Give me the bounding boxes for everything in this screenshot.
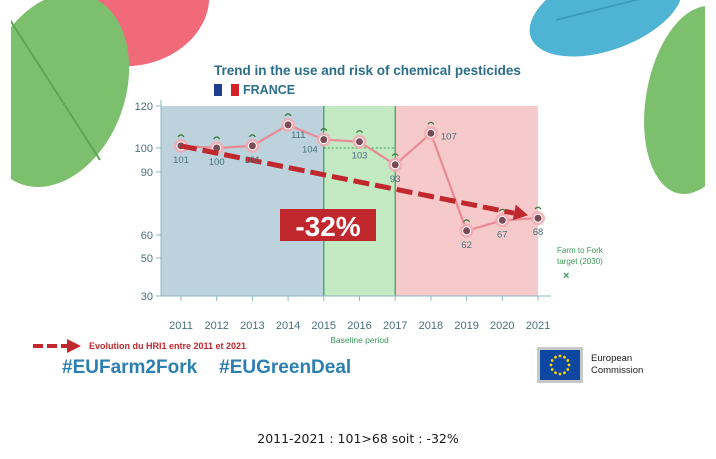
x-tick-label: 2015: [312, 320, 336, 332]
leaf-sprout-icon: [391, 153, 399, 157]
leaf-sprout-icon: [534, 206, 542, 210]
eu-flag-icon: [537, 347, 583, 383]
caption: 2011-2021 : 101>68 soit : -32%: [257, 431, 459, 446]
eu-star-icon: [549, 363, 553, 367]
leaf-sprout-icon: [177, 134, 185, 138]
data-point-marker: [390, 160, 400, 170]
trend-label-box: [280, 209, 376, 241]
legend-label: Evolution du HRI1 entre 2011 et 2021: [89, 341, 247, 351]
leaf-sprout-icon: [356, 130, 363, 134]
data-label: 103: [352, 151, 368, 162]
chart-axes: 30 50 60 90 100 120 2011 2012 2013 2014 2015 2016 20…: [135, 100, 551, 332]
legend: Evolution du HRI1 entre 2011 et 2021: [31, 339, 246, 353]
period-band: [161, 106, 324, 296]
eu-star-icon: [558, 354, 562, 358]
target-label-line2: target (2030): [557, 257, 603, 266]
chart-title: Trend in the use and risk of chemical pe…: [214, 63, 521, 78]
ec-name: European Commission: [591, 353, 643, 377]
y-tick-label: 100: [135, 143, 153, 155]
data-label: 111: [291, 130, 305, 141]
data-label: 100: [209, 157, 225, 168]
chart-labels: 101 100 101 111 104 103 93 107 62 67 68 Farm to For…: [173, 130, 604, 282]
data-label: 68: [533, 227, 544, 238]
leaf-decoration-top-left: [11, 0, 210, 187]
legend-arrow-icon: [33, 339, 81, 353]
eu-star-icon: [554, 371, 557, 375]
ec-name-line2: Commission: [591, 365, 644, 376]
leaf-sprout-icon: [427, 121, 435, 125]
data-label: 101: [173, 155, 189, 166]
data-label: 62: [461, 240, 472, 251]
y-tick-label: 30: [141, 291, 153, 303]
data-label: 107: [441, 131, 457, 142]
period-bands: Baseline period: [161, 106, 538, 345]
eu-star-icon: [563, 371, 566, 375]
eu-star-icon: [550, 359, 554, 362]
data-point-marker: [319, 135, 329, 145]
leaf-sprout-icon: [284, 113, 292, 117]
france-flag-icon: [214, 84, 239, 96]
eu-star-icon: [567, 363, 571, 367]
data-point-marker: [355, 137, 364, 147]
trend-label: -32%: [295, 211, 360, 242]
data-point-marker: [497, 215, 507, 225]
trend-arrow-shaft: [180, 143, 515, 216]
country-name: FRANCE: [243, 83, 296, 97]
x-tick-label: 2013: [240, 320, 264, 332]
x-tick-label: 2011: [169, 320, 193, 332]
trend-arrow: -32%: [180, 143, 528, 242]
data-point-marker: [247, 141, 257, 151]
x-tick-label: 2019: [454, 320, 478, 332]
data-label: 93: [390, 174, 401, 185]
data-label: 104: [302, 145, 318, 156]
data-label: 67: [497, 229, 508, 240]
x-tick-label: 2020: [490, 320, 514, 332]
x-tick-label: 2012: [204, 320, 228, 332]
eu-star-icon: [558, 372, 562, 376]
period-band: [323, 106, 396, 296]
target-label-line1: Farm to Fork: [557, 246, 604, 255]
infographic-card: Trend in the use and risk of chemical pe…: [11, 0, 705, 403]
hashtag-greendeal[interactable]: #EUGreenDeal: [219, 357, 352, 378]
y-tick-label: 50: [141, 253, 153, 265]
x-tick-label: 2016: [347, 320, 371, 332]
y-tick-label: 90: [141, 167, 153, 179]
target-marker: ×: [563, 270, 569, 282]
eu-star-icon: [554, 355, 557, 359]
leaf-sprout-icon: [248, 134, 256, 138]
eu-star-icon: [550, 368, 554, 371]
leaf-sprout-icon: [320, 128, 328, 131]
data-point-marker: [283, 120, 293, 130]
y-tick-label: 60: [141, 230, 153, 242]
leaf-sprout-icon: [463, 219, 471, 223]
country-label: FRANCE: [214, 83, 295, 97]
leaf-sprout-icon: [213, 136, 221, 140]
european-commission-logo: European Commission: [537, 345, 667, 385]
data-point-marker: [533, 213, 543, 223]
y-tick-label: 120: [135, 101, 153, 113]
ec-name-line1: European: [591, 353, 633, 364]
period-band: [395, 106, 538, 296]
data-point-marker: [462, 226, 472, 236]
x-tick-label: 2018: [419, 320, 443, 332]
series-line: [174, 113, 545, 238]
x-tick-label: 2014: [276, 320, 300, 332]
line-chart: Baseline period 30 50 60 90 100 120 2011 2012 20…: [135, 100, 604, 345]
eu-star-icon: [566, 359, 570, 362]
baseline-period-label: Baseline period: [330, 335, 389, 345]
data-label: 101: [244, 155, 260, 166]
eu-star-icon: [566, 368, 570, 371]
data-point-marker: [426, 128, 436, 138]
hashtag-farm2fork[interactable]: #EUFarm2Fork: [62, 357, 198, 378]
trend-arrow-head: [512, 204, 528, 221]
x-tick-label: 2021: [526, 320, 550, 332]
leaf-decoration-top-right: [529, 0, 705, 194]
x-tick-label: 2017: [383, 320, 407, 332]
eu-star-icon: [563, 355, 566, 359]
hashtags: #EUFarm2Fork #EUGreenDeal: [62, 357, 351, 379]
